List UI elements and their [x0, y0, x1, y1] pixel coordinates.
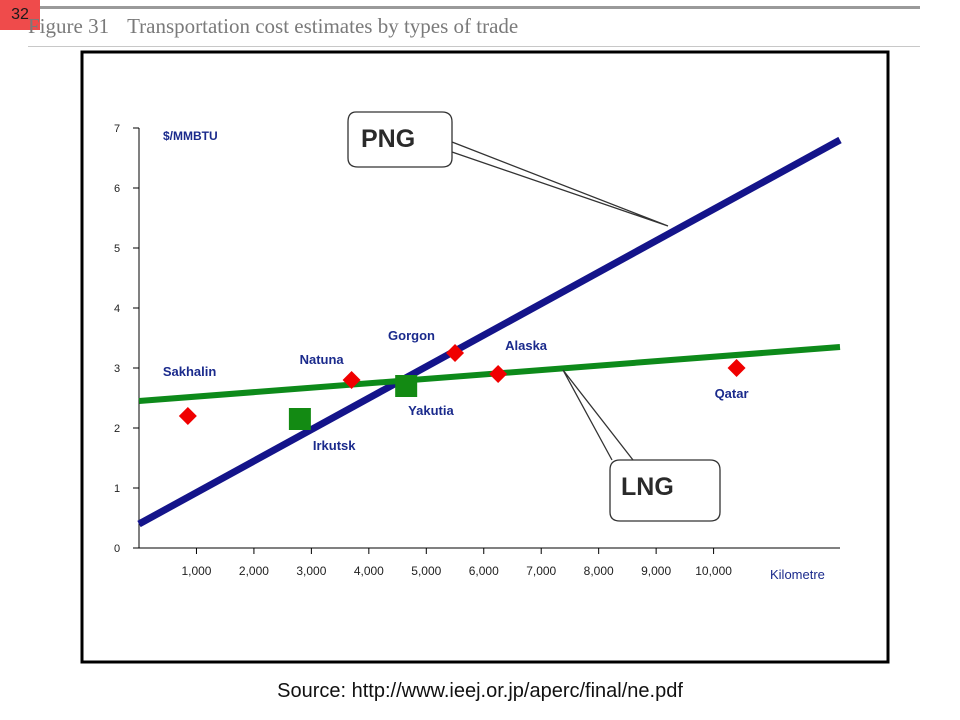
y-tick-label: 3 — [114, 363, 120, 375]
point-gorgon — [446, 344, 465, 362]
y-ticks: 0 1 2 3 4 5 6 7 — [114, 123, 139, 555]
chart-frame — [80, 50, 890, 664]
point-label-irkutsk: Irkutsk — [313, 438, 356, 453]
x-tick-label: 5,000 — [411, 564, 441, 578]
point-label-alaska: Alaska — [505, 338, 548, 353]
lng-callout-pointer — [562, 369, 634, 461]
point-label-sakhalin: Sakhalin — [163, 364, 217, 379]
slide-number-badge: 32 — [0, 0, 40, 30]
x-tick-label: 8,000 — [584, 564, 614, 578]
data-points: Sakhalin Natuna Gorgon Alaska Qatar Irkutsk Ya… — [163, 328, 749, 453]
x-tick-label: 9,000 — [641, 564, 671, 578]
x-tick-label: 6,000 — [469, 564, 499, 578]
figure-label: Figure 31 — [28, 14, 110, 38]
x-tick-label: 4,000 — [354, 564, 384, 578]
x-tick-label: 7,000 — [526, 564, 556, 578]
point-sakhalin — [178, 407, 197, 425]
y-tick-label: 5 — [114, 243, 120, 255]
cost-chart: 0 1 2 3 4 5 6 7 1,000 2,000 3,000 4,000 5,000 6,000 7… — [80, 50, 890, 664]
y-tick-label: 0 — [114, 543, 120, 555]
point-yakutia — [395, 375, 418, 397]
x-tick-label: 3,000 — [296, 564, 326, 578]
png-callout-pointer — [451, 141, 669, 227]
y-tick-label: 2 — [114, 423, 120, 435]
y-tick-label: 6 — [114, 183, 120, 195]
point-natuna — [342, 371, 361, 389]
png-callout-label: PNG — [361, 125, 415, 153]
point-label-gorgon: Gorgon — [388, 328, 435, 343]
x-tick-label: 1,000 — [181, 564, 211, 578]
png-callout-box — [347, 111, 453, 168]
x-tick-label: 2,000 — [239, 564, 269, 578]
point-label-natuna: Natuna — [300, 352, 345, 367]
y-tick-label: 1 — [114, 483, 120, 495]
title-underline — [28, 46, 920, 47]
figure-title: Figure 31 Transportation cost estimates b… — [28, 14, 518, 39]
point-irkutsk — [288, 408, 311, 430]
y-tick-label: 7 — [114, 123, 120, 135]
x-tick-label: 10,000 — [695, 564, 732, 578]
x-ticks: 1,000 2,000 3,000 4,000 5,000 6,000 7,000 8,000… — [181, 548, 732, 578]
lng-callout-label: LNG — [621, 473, 674, 501]
top-rule — [0, 6, 920, 9]
figure-title-text: Transportation cost estimates by types o… — [127, 14, 519, 38]
lng-callout-box — [609, 459, 721, 522]
callouts: PNG LNG — [347, 111, 721, 522]
point-alaska — [489, 365, 508, 383]
y-axis-label: $/MMBTU — [163, 129, 218, 143]
point-qatar — [727, 359, 746, 377]
point-label-yakutia: Yakutia — [408, 403, 454, 418]
point-label-qatar: Qatar — [715, 386, 749, 401]
x-axis-label: Kilometre — [770, 567, 825, 582]
series-line-png — [137, 136, 842, 528]
y-tick-label: 4 — [114, 303, 120, 315]
source-citation: Source: http://www.ieej.or.jp/aperc/fina… — [277, 680, 683, 702]
